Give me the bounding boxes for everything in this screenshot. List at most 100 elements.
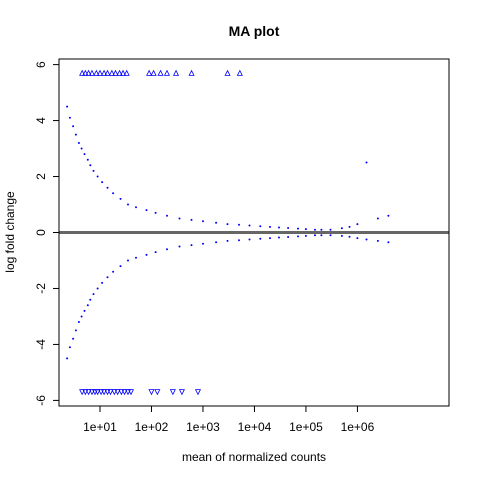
data-point xyxy=(329,234,332,237)
data-point xyxy=(72,125,75,128)
data-point xyxy=(304,234,307,237)
data-point xyxy=(145,253,148,256)
data-point xyxy=(387,214,390,217)
data-point xyxy=(340,234,343,237)
data-point xyxy=(135,206,137,209)
data-point xyxy=(215,241,218,244)
x-tick-label: 1e+05 xyxy=(289,420,323,434)
data-point xyxy=(259,225,262,228)
clipped-point-up xyxy=(96,69,104,76)
data-point xyxy=(376,217,379,220)
data-point xyxy=(248,238,251,241)
data-point xyxy=(92,169,95,172)
clipped-point-down xyxy=(118,389,125,396)
data-point xyxy=(80,315,83,318)
data-point xyxy=(304,228,307,231)
data-point xyxy=(190,218,193,221)
data-point xyxy=(178,217,181,220)
data-point xyxy=(68,116,71,119)
data-point xyxy=(68,346,71,349)
clipped-point-down xyxy=(79,389,86,396)
clipped-point-up xyxy=(93,69,100,76)
data-point xyxy=(320,228,323,231)
data-point xyxy=(154,251,157,254)
data-point xyxy=(365,238,368,241)
clipped-point-down xyxy=(101,389,108,396)
x-tick-label: 1e+03 xyxy=(186,420,220,434)
clipped-point-up xyxy=(116,69,123,76)
clipped-point-up xyxy=(188,69,195,76)
data-point xyxy=(269,225,271,228)
data-point xyxy=(365,161,368,164)
y-axis: -6 -4 -2 0 2 4 6 xyxy=(34,61,59,406)
data-point xyxy=(314,228,316,231)
clipped-point-up xyxy=(88,69,96,76)
data-point xyxy=(248,224,251,227)
data-point xyxy=(101,181,104,184)
clipped-point-up xyxy=(157,69,164,76)
data-point xyxy=(190,244,193,247)
data-point xyxy=(92,293,95,296)
data-point xyxy=(96,287,99,290)
data-point xyxy=(297,235,299,238)
clipped-point-up xyxy=(79,69,86,76)
clipped-point-down xyxy=(88,389,96,396)
data-point xyxy=(215,221,218,224)
data-point xyxy=(77,142,80,144)
clipped-point-down xyxy=(148,389,155,396)
data-point xyxy=(226,239,229,242)
clipped-point-up xyxy=(146,69,153,76)
data-point xyxy=(119,265,122,268)
data-point xyxy=(145,209,148,212)
data-point xyxy=(135,256,137,259)
clipped-point-down xyxy=(169,389,176,396)
clipped-point-down xyxy=(107,389,114,396)
y-tick-label: 2 xyxy=(34,173,48,180)
clipped-point-down xyxy=(98,389,105,396)
clipped-point-up xyxy=(224,69,231,76)
data-point xyxy=(89,164,92,167)
data-point xyxy=(83,309,86,312)
data-point xyxy=(278,226,280,229)
data-point xyxy=(356,237,359,240)
data-point xyxy=(202,220,204,223)
clipped-point-up xyxy=(101,69,108,76)
data-point xyxy=(74,329,77,332)
data-point xyxy=(66,357,69,360)
data-point xyxy=(340,227,343,230)
data-point xyxy=(278,236,280,239)
x-tick-label: 1e+01 xyxy=(83,420,117,434)
data-point xyxy=(154,211,157,214)
clipped-point-up xyxy=(112,69,119,76)
y-tick-label: 6 xyxy=(34,61,48,68)
clipped-point-up xyxy=(104,69,111,76)
y-tick-label: 4 xyxy=(34,117,48,124)
x-tick-label: 1e+06 xyxy=(341,420,375,434)
clipped-point-down xyxy=(82,389,89,396)
clipped-point-down xyxy=(124,389,132,396)
clipped-point-down xyxy=(94,389,101,396)
x-tick-label: 1e+04 xyxy=(238,420,272,434)
clipped-point-down xyxy=(194,389,202,396)
data-point xyxy=(348,235,351,238)
clipped-point-up xyxy=(108,69,115,76)
data-point xyxy=(314,234,316,237)
data-point xyxy=(329,228,332,231)
data-point xyxy=(226,223,229,226)
data-point xyxy=(106,276,109,279)
y-tick-label: 0 xyxy=(34,229,48,236)
clipped-point-up xyxy=(123,69,130,76)
data-point xyxy=(287,227,290,229)
points-layer xyxy=(66,105,390,360)
data-point xyxy=(259,237,262,240)
clipped-point-up xyxy=(82,69,89,76)
data-point xyxy=(127,259,129,262)
y-tick-label: -6 xyxy=(34,395,48,406)
data-point xyxy=(178,245,181,248)
y-axis-label: log fold change xyxy=(3,191,17,273)
clipped-point-down xyxy=(121,389,128,396)
data-point xyxy=(387,241,390,244)
clipped-point-down xyxy=(154,389,161,396)
data-point xyxy=(166,248,168,251)
